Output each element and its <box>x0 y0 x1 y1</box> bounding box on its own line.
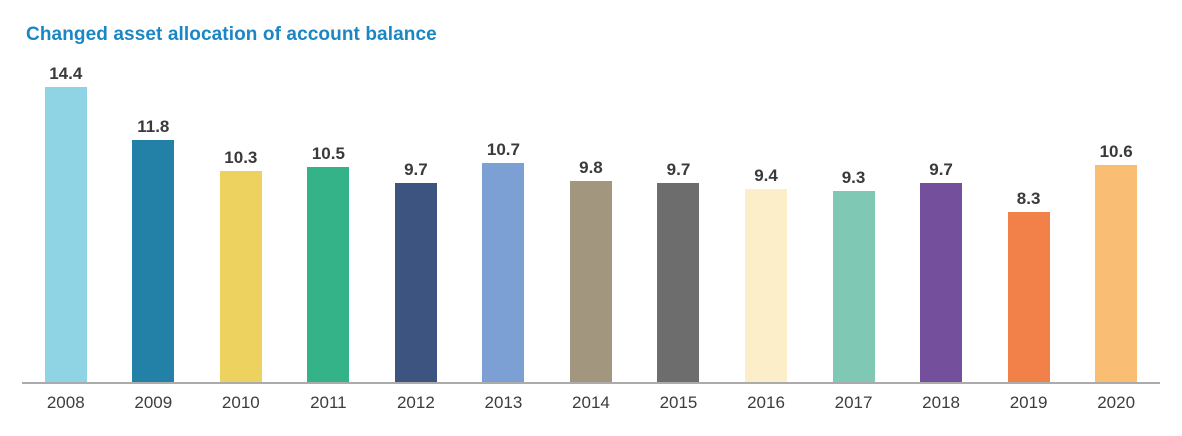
value-label: 9.7 <box>404 160 428 179</box>
bar <box>132 140 175 382</box>
value-label: 10.6 <box>1099 142 1133 161</box>
bar <box>745 189 788 382</box>
x-axis: 2008 2009 2010 2011 2012 2013 2014 2015 2016 2017… <box>22 384 1160 413</box>
x-axis-label: 2020 <box>1097 393 1136 412</box>
bar-column: 9.3 <box>810 58 898 382</box>
value-label: 10.5 <box>311 144 345 163</box>
bar <box>394 183 437 382</box>
bar-column: 10.5 <box>285 58 373 382</box>
bar-column: 9.4 <box>722 58 810 382</box>
bar-column: 14.4 <box>22 58 110 382</box>
value-label: 9.3 <box>841 168 866 187</box>
x-axis-label: 2012 <box>396 393 435 412</box>
bar <box>832 191 875 382</box>
bar-column: 11.8 <box>110 58 198 382</box>
bar <box>219 171 262 382</box>
bar <box>1095 165 1138 382</box>
bar <box>482 163 525 382</box>
value-label: 10.7 <box>486 140 520 159</box>
bar <box>44 87 87 382</box>
bar-column: 9.7 <box>372 58 460 382</box>
x-axis-label: 2014 <box>572 393 610 412</box>
x-axis-label: 2010 <box>221 393 260 412</box>
value-label: 9.7 <box>929 160 953 179</box>
bar-column: 9.7 <box>635 58 723 382</box>
plot-area: 14.4 11.8 10.3 10.5 9.7 10.7 9.8 9.7 9.4 9.3 9.7 8.… <box>22 58 1160 384</box>
x-axis-label: 2018 <box>922 393 960 412</box>
bar <box>307 167 350 382</box>
value-label: 9.8 <box>579 158 603 177</box>
bar-column: 10.3 <box>197 58 285 382</box>
x-axis-label: 2009 <box>134 393 173 412</box>
value-label: 8.3 <box>1016 189 1041 208</box>
x-axis-label: 2013 <box>484 393 523 412</box>
value-label: 9.4 <box>754 166 778 185</box>
bar <box>1007 212 1050 382</box>
value-label: 9.7 <box>666 160 691 179</box>
x-axis-label: 2015 <box>659 393 698 412</box>
plot-wrapper: 14.4 11.8 10.3 10.5 9.7 10.7 9.8 9.7 9.4 9.3 9.7 8.… <box>22 58 1160 436</box>
bar-column: 8.3 <box>985 58 1073 382</box>
x-axis-label: 2017 <box>834 393 873 412</box>
value-label: 10.3 <box>224 148 258 167</box>
bar-column: 10.7 <box>460 58 548 382</box>
bar-column: 10.6 <box>1072 58 1160 382</box>
x-axis-label: 2019 <box>1009 393 1048 412</box>
value-label: 14.4 <box>49 64 83 83</box>
bar-column: 9.7 <box>897 58 985 382</box>
bar <box>657 183 700 382</box>
value-label: 11.8 <box>137 117 170 136</box>
x-axis-label: 2008 <box>46 393 85 412</box>
chart-title: Changed asset allocation of account bala… <box>26 24 437 45</box>
bar <box>569 181 612 382</box>
bar <box>920 183 963 382</box>
x-axis-label: 2016 <box>747 393 785 412</box>
bar-column: 9.8 <box>547 58 635 382</box>
x-axis-label: 2011 <box>310 393 347 412</box>
